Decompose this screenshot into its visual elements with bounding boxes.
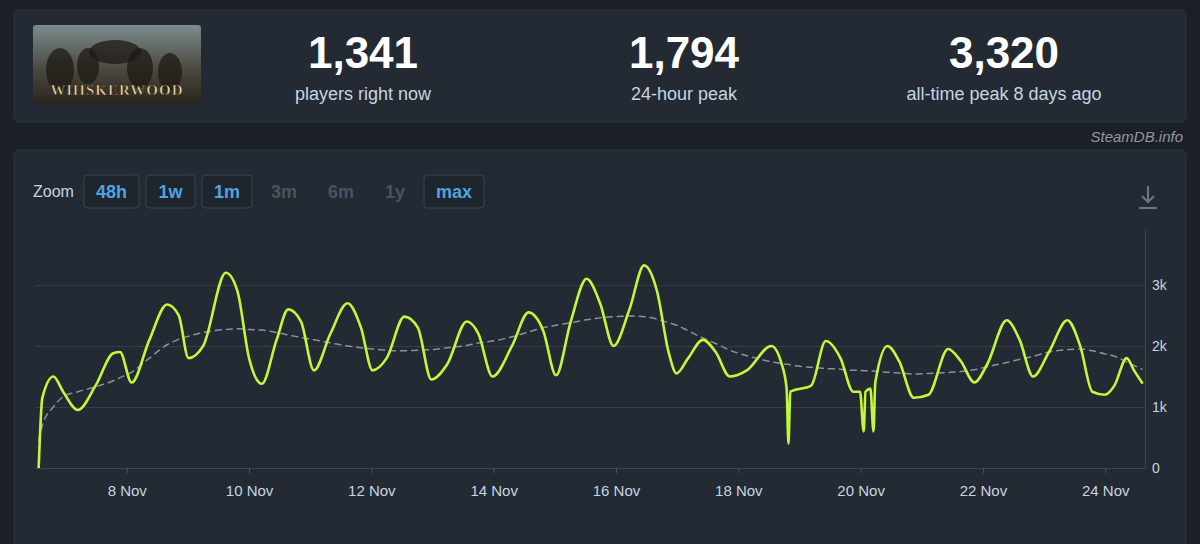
y-axis-line xyxy=(1145,231,1146,469)
zoom-button-label[interactable]: 48h xyxy=(96,182,127,202)
zoom-button[interactable]: 1m xyxy=(202,175,252,208)
y-axis: 0 1k 2k 3k xyxy=(35,231,1168,476)
x-axis: 8 Nov 10 Nov 12 Nov 14 Nov 16 Nov 18 Nov 20 No… xyxy=(36,468,1146,499)
y-tick: 0 xyxy=(35,460,1160,476)
zoom-button-box xyxy=(373,175,417,208)
x-tick-label: 24 Nov xyxy=(1082,482,1130,499)
x-tick: 12 Nov xyxy=(348,468,396,499)
zoom-button-box[interactable] xyxy=(424,175,484,208)
y-tick-label: 1k xyxy=(1152,399,1168,415)
download-icon[interactable] xyxy=(1139,186,1157,208)
stat-value: 1,794 xyxy=(629,28,740,77)
stat-label: players right now xyxy=(295,84,432,104)
y-tick-label: 2k xyxy=(1152,338,1168,354)
page: WHISKERWOOD 1,341 players right now 1,794 24… xyxy=(0,0,1200,544)
y-tick-label: 3k xyxy=(1152,277,1168,293)
zoom-button-label: 3m xyxy=(271,182,297,202)
plot-marks xyxy=(39,265,1142,468)
x-tick-label: 12 Nov xyxy=(348,482,396,499)
zoom-button-label[interactable]: 1m xyxy=(214,182,240,202)
y-tick-label: 0 xyxy=(1152,460,1160,476)
x-tick: 20 Nov xyxy=(837,468,885,499)
x-tick-label: 16 Nov xyxy=(593,482,641,499)
download-icon-path[interactable] xyxy=(1139,186,1157,208)
x-tick: 14 Nov xyxy=(470,468,518,499)
y-tick: 3k xyxy=(35,277,1168,293)
x-tick: 16 Nov xyxy=(593,468,641,499)
zoom-button: 1y xyxy=(373,175,417,208)
zoom-button-label: 6m xyxy=(328,182,354,202)
player-line xyxy=(39,265,1142,468)
zoom-button-box xyxy=(259,175,309,208)
zoom-button[interactable]: max xyxy=(424,175,484,208)
x-tick-mark xyxy=(616,468,617,473)
stat-value: 1,341 xyxy=(308,28,418,77)
x-tick-label: 10 Nov xyxy=(226,482,274,499)
stat-label: 24-hour peak xyxy=(631,84,738,104)
x-tick-label: 14 Nov xyxy=(470,482,518,499)
x-tick-mark xyxy=(1105,468,1106,473)
zoom-button-label[interactable]: 1w xyxy=(158,182,183,202)
thumbnail: WHISKERWOOD xyxy=(33,25,201,104)
x-tick: 10 Nov xyxy=(226,468,274,499)
x-tick-mark xyxy=(249,468,250,473)
x-tick-label: 8 Nov xyxy=(108,482,148,499)
chart-panel xyxy=(14,150,1186,544)
source-label: SteamDB.info xyxy=(1090,128,1183,145)
header-panel xyxy=(14,10,1186,122)
zoom-label: Zoom xyxy=(33,183,74,200)
zoom-button-label[interactable]: max xyxy=(436,182,472,202)
zoom-button[interactable]: 1w xyxy=(146,175,195,208)
x-tick-mark xyxy=(127,468,128,473)
grid-line xyxy=(35,468,1145,469)
grid-line xyxy=(35,285,1145,286)
x-tick-label: 20 Nov xyxy=(837,482,885,499)
zoom-button: 6m xyxy=(316,175,366,208)
x-tick: 22 Nov xyxy=(960,468,1008,499)
thumbnail-image xyxy=(33,25,201,104)
x-tick-mark xyxy=(738,468,739,473)
x-tick: 24 Nov xyxy=(1082,468,1130,499)
x-tick-label: 22 Nov xyxy=(960,482,1008,499)
x-tick: 8 Nov xyxy=(108,468,148,499)
chart-svg: WHISKERWOOD 1,341 players right now 1,794 24… xyxy=(0,0,1200,544)
zoom-button[interactable]: 48h xyxy=(84,175,139,208)
zoom-button: 3m xyxy=(259,175,309,208)
x-tick-mark xyxy=(371,468,372,473)
stat-label: all-time peak 8 days ago xyxy=(906,84,1101,104)
zoom-button-box[interactable] xyxy=(202,175,252,208)
grid-line xyxy=(35,407,1145,408)
trend-line xyxy=(39,316,1142,440)
stat-value: 3,320 xyxy=(949,28,1059,77)
zoom-button-box[interactable] xyxy=(146,175,195,208)
x-tick-mark xyxy=(983,468,984,473)
x-tick-mark xyxy=(494,468,495,473)
game-logo: WHISKERWOOD xyxy=(51,82,184,98)
x-tick-mark xyxy=(861,468,862,473)
x-axis-line xyxy=(36,468,1146,469)
x-tick-label: 18 Nov xyxy=(715,482,763,499)
y-tick: 1k xyxy=(35,399,1168,415)
thumbnail-figure xyxy=(89,40,141,64)
zoom-button-label: 1y xyxy=(385,182,405,202)
zoom-button-box xyxy=(316,175,366,208)
x-tick: 18 Nov xyxy=(715,468,763,499)
zoom-button-box[interactable] xyxy=(84,175,139,208)
